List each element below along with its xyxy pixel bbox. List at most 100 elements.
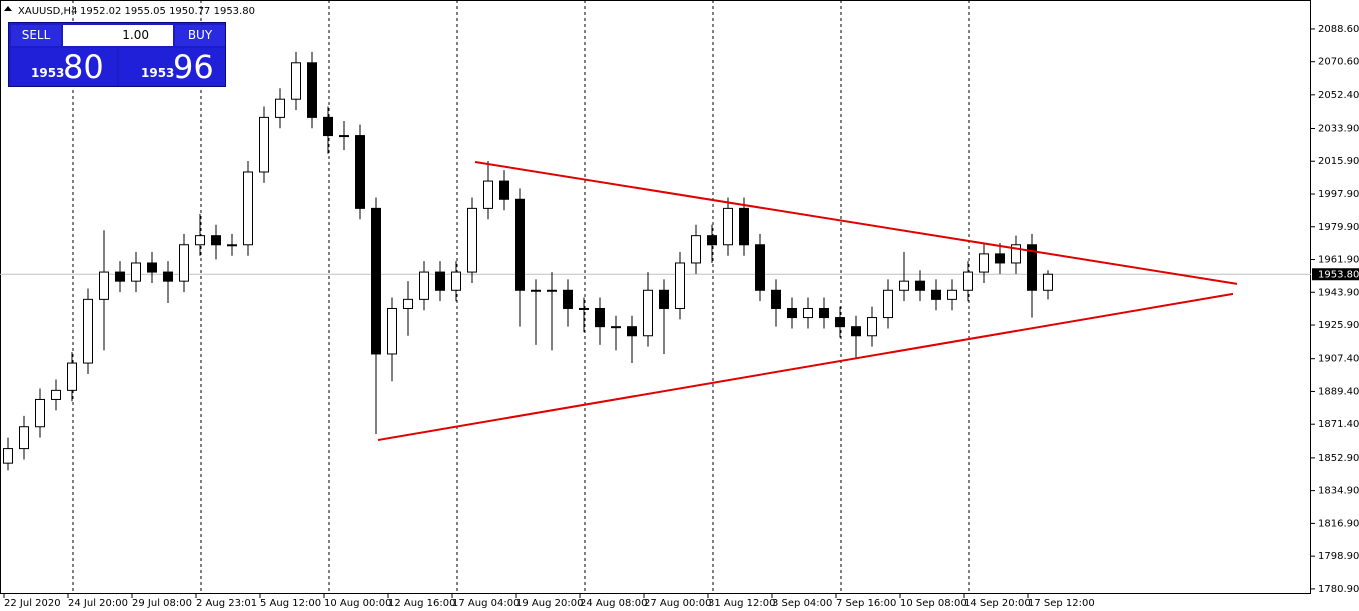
candle-body (755, 244, 765, 291)
candle-body (643, 289, 653, 337)
candle-body (259, 116, 269, 173)
bid-pips: 80 (63, 48, 104, 86)
candle-body (659, 289, 669, 309)
buy-button[interactable]: BUY (175, 25, 225, 46)
candle-body (355, 135, 365, 209)
candle-body (227, 244, 237, 247)
candle-body (611, 326, 621, 329)
candle-body (803, 307, 813, 319)
candle-body (323, 116, 333, 137)
x-tick-label: 10 Sep 08:00 (900, 598, 967, 609)
y-tick-label: 2070.60 (1318, 57, 1359, 68)
candle-body (211, 235, 221, 246)
plot-frame (0, 0, 1311, 594)
candle-body (723, 207, 733, 246)
candle-body (579, 307, 589, 310)
trendline (474, 160, 1238, 285)
y-tick-label: 1907.40 (1318, 354, 1359, 365)
candle-body (739, 207, 749, 246)
ask-big: 1953 (141, 66, 175, 80)
candle-body (691, 235, 701, 264)
bid-box (11, 48, 117, 86)
candle-body (963, 271, 973, 291)
candle-body (131, 262, 141, 282)
candle-body (435, 271, 445, 291)
candle-body (995, 253, 1005, 264)
y-tick-label: 1816.90 (1318, 518, 1359, 529)
candle-body (35, 398, 45, 428)
candle-body (851, 326, 861, 337)
candle-body (563, 289, 573, 309)
candle-body (451, 271, 461, 291)
candle-body (947, 289, 957, 300)
x-tick-label: 17 Aug 04:00 (452, 598, 519, 609)
y-tick-label: 1798.90 (1318, 551, 1359, 562)
candle-body (147, 262, 157, 273)
candle-body (83, 298, 93, 364)
candle-body (115, 271, 125, 282)
ask-box (119, 48, 225, 86)
sell-button[interactable]: SELL (11, 25, 61, 46)
x-tick-label: 24 Aug 08:00 (580, 598, 647, 609)
x-tick-label: 31 Aug 12:00 (708, 598, 775, 609)
y-tick-label: 2088.60 (1318, 24, 1359, 35)
y-tick-label: 2052.40 (1318, 90, 1359, 101)
candle-body (867, 317, 877, 337)
bid-big: 1953 (31, 66, 65, 80)
x-tick-label: 29 Jul 08:00 (132, 598, 192, 609)
candle-body (819, 307, 829, 319)
candle-body (883, 289, 893, 319)
y-tick-label: 1997.90 (1318, 189, 1359, 200)
candle-body (483, 180, 493, 209)
y-tick-label: 1961.90 (1318, 255, 1359, 266)
candle-body (195, 235, 205, 246)
x-tick-label: 5 Aug 12:00 (260, 598, 321, 609)
trade-panel: SELL 1.00 BUY 1953 80 1953 96 (8, 22, 226, 87)
candle-body (835, 317, 845, 328)
candle-body (3, 448, 13, 464)
candle-body (931, 289, 941, 300)
lot-input[interactable]: 1.00 (63, 25, 173, 46)
ohlc-text: 1952.02 1955.05 1950.77 1953.80 (80, 6, 255, 17)
candle-body (19, 426, 29, 450)
y-tick-label: 2015.90 (1318, 156, 1359, 167)
symbol: XAUUSD,H4 (18, 6, 77, 17)
candle-body (51, 389, 61, 400)
candle-body (67, 362, 77, 391)
current-price-label: 1953.80 (1318, 269, 1359, 280)
candle-body (627, 326, 637, 337)
candle-body (707, 235, 717, 246)
candle-body (339, 135, 349, 138)
candle-body (1043, 273, 1053, 291)
x-tick-label: 2 Aug 23:01 (196, 598, 257, 609)
candle-body (179, 244, 189, 282)
candle-body (1011, 244, 1021, 264)
x-tick-label: 10 Aug 00:00 (324, 598, 391, 609)
candle-body (915, 280, 925, 291)
x-tick-label: 3 Sep 04:00 (772, 598, 832, 609)
candle-body (467, 207, 477, 273)
y-tick-label: 1834.90 (1318, 486, 1359, 497)
x-tick-label: 14 Sep 20:00 (964, 598, 1031, 609)
candle-body (899, 280, 909, 291)
y-tick-label: 1889.40 (1318, 386, 1359, 397)
x-tick-label: 19 Aug 20:00 (516, 598, 583, 609)
candle-body (595, 307, 605, 328)
x-tick-label: 7 Sep 16:00 (836, 598, 896, 609)
candle-body (531, 289, 541, 292)
header-icon (4, 6, 12, 11)
y-tick-label: 1979.90 (1318, 222, 1359, 233)
candle-body (387, 307, 397, 355)
candle-body (403, 298, 413, 309)
candle-body (675, 262, 685, 309)
y-tick-label: 1780.90 (1318, 584, 1359, 595)
candle-body (787, 307, 797, 319)
x-tick-label: 17 Sep 12:00 (1028, 598, 1095, 609)
x-tick-label: 12 Aug 16:00 (388, 598, 455, 609)
ask-pips: 96 (173, 48, 214, 86)
candle-body (771, 289, 781, 309)
candle-body (307, 62, 317, 118)
candle-body (1027, 244, 1037, 291)
